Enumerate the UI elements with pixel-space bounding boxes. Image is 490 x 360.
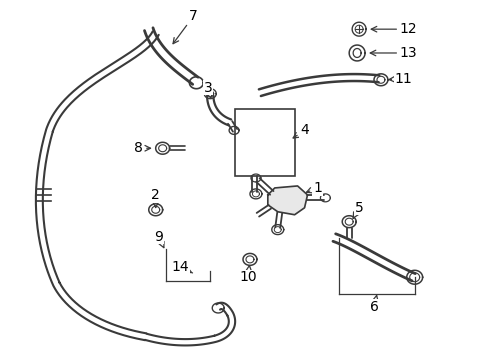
Text: 6: 6 bbox=[369, 296, 378, 314]
Text: 2: 2 bbox=[151, 188, 160, 208]
Text: 3: 3 bbox=[204, 81, 213, 99]
Text: 13: 13 bbox=[370, 46, 417, 60]
Text: 14: 14 bbox=[172, 260, 193, 274]
Text: 8: 8 bbox=[134, 141, 150, 155]
Text: 5: 5 bbox=[353, 201, 364, 218]
Text: 1: 1 bbox=[306, 181, 322, 195]
Text: 4: 4 bbox=[293, 123, 309, 138]
Text: 9: 9 bbox=[154, 230, 164, 248]
Text: 12: 12 bbox=[371, 22, 417, 36]
Text: 7: 7 bbox=[173, 9, 198, 44]
Bar bbox=[235, 109, 294, 176]
Text: 10: 10 bbox=[239, 266, 257, 284]
Text: 11: 11 bbox=[389, 72, 413, 86]
Polygon shape bbox=[268, 186, 308, 215]
